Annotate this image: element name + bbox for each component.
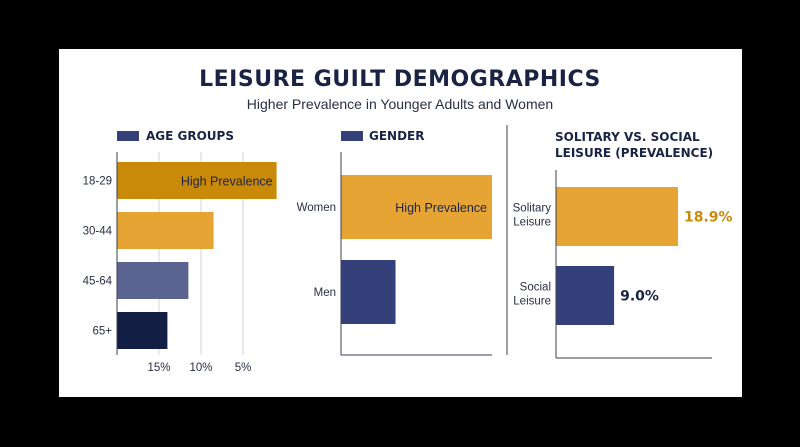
age-bar-annotation: High Prevalence: [181, 175, 273, 189]
gender-bar: [341, 260, 396, 324]
age-category-label: 45-64: [83, 276, 113, 288]
leisure-category-label: Leisure: [513, 217, 551, 229]
age-bar: [117, 312, 168, 349]
gender-bar-annotation: High Prevalence: [395, 201, 487, 215]
age-category-label: 65+: [92, 326, 112, 338]
age-bar: [117, 162, 277, 199]
age-groups-swatch: [117, 131, 139, 141]
leisure-bar: [556, 187, 678, 246]
leisure-heading: SOLITARY VS. SOCIAL LEISURE (PREVALENCE): [555, 129, 713, 161]
leisure-value-label: 18.9%: [684, 210, 733, 226]
age-category-label: 30-44: [83, 226, 113, 238]
chart-title: LEISURE GUILT DEMOGRAPHICS: [199, 67, 601, 92]
age-bar: [117, 262, 189, 299]
chart-subtitle: Higher Prevalence in Younger Adults and …: [246, 96, 554, 112]
gender-category-label: Men: [314, 287, 336, 299]
leisure-category-label: Solitary: [513, 203, 552, 215]
leisure-category-label: Social: [520, 282, 551, 294]
leisure-heading-line-2: LEISURE (PREVALENCE): [555, 146, 714, 160]
leisure-bar: [556, 266, 615, 325]
age-bar: [117, 212, 214, 249]
age-groups-heading: AGE GROUPS: [146, 129, 234, 143]
gender-swatch: [341, 131, 363, 141]
leisure-heading-line-1: SOLITARY VS. SOCIAL: [555, 130, 700, 144]
age-x-tick-label: 15%: [147, 362, 170, 374]
gender-bar: [341, 175, 492, 239]
age-category-label: 18-29: [83, 176, 112, 188]
leisure-category-label: Leisure: [513, 296, 551, 308]
age-x-tick-label: 10%: [189, 362, 212, 374]
leisure-value-label: 9.0%: [620, 289, 659, 305]
gender-category-label: Women: [297, 202, 336, 214]
gender-heading: GENDER: [369, 129, 425, 143]
age-x-tick-label: 5%: [235, 362, 252, 374]
